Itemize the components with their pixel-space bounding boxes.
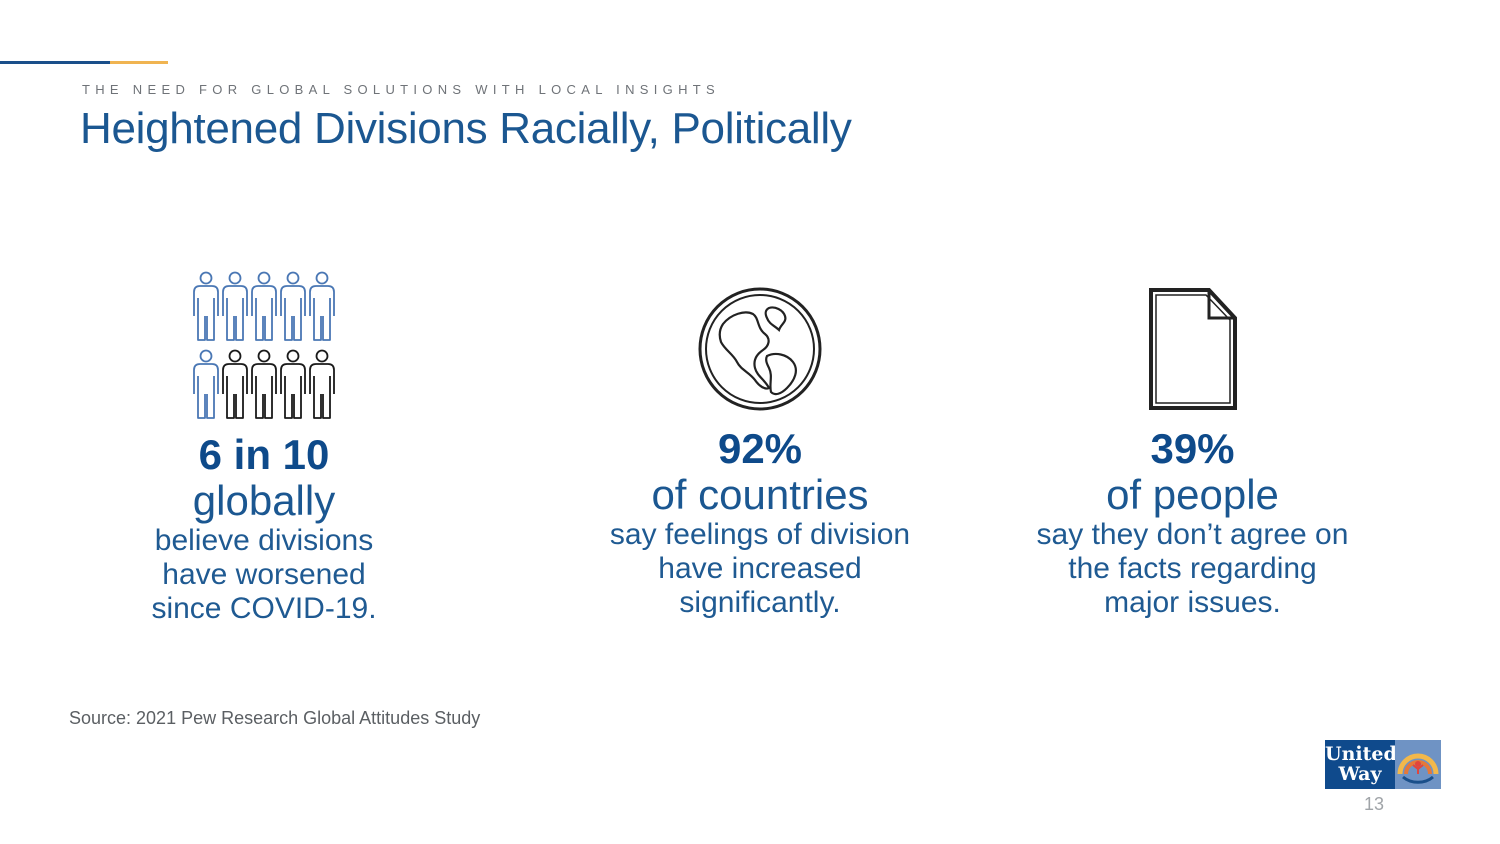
- logo-wordmark: United Way: [1325, 740, 1397, 789]
- document-icon: [1148, 288, 1237, 410]
- stat-1-line: believe divisions: [154, 524, 374, 557]
- stat-1-line: have worsened: [162, 558, 366, 591]
- stat-3-line: major issues.: [1104, 586, 1281, 619]
- stat-2-headline: 92%: [717, 425, 803, 472]
- source-citation: Source: 2021 Pew Research Global Attitud…: [69, 708, 481, 728]
- stat-2-line: say feelings of division: [609, 518, 911, 551]
- united-way-logo: United Way: [1325, 740, 1441, 789]
- person-figure: [222, 271, 248, 341]
- logo-line-2: Way: [1338, 763, 1382, 785]
- eyebrow-heading: THE NEED FOR GLOBAL SOLUTIONS WITH LOCAL…: [82, 82, 720, 97]
- rainbow-hand-icon: [1395, 740, 1441, 789]
- stat-1-line: since COVID-19.: [151, 592, 377, 625]
- page-title: Heightened Divisions Racially, Political…: [80, 104, 852, 153]
- person-figure: [251, 271, 277, 341]
- person-figure: [309, 271, 335, 341]
- stat-1-headline: 6 in 10: [198, 431, 330, 478]
- person-figure: [280, 271, 306, 341]
- person-figure: [309, 349, 335, 419]
- accent-line-gold: [110, 61, 168, 64]
- person-figure: [193, 349, 219, 419]
- person-figure: [193, 271, 219, 341]
- stat-card-3: 39% of people say they don’t agree on th…: [1020, 284, 1365, 620]
- stat-1-subhead: globally: [192, 477, 336, 524]
- stat-3-line: the facts regarding: [1068, 552, 1317, 585]
- people-grid-icon: [193, 271, 335, 419]
- globe-icon: [698, 287, 822, 411]
- stat-2-line: significantly.: [679, 586, 841, 619]
- stat-3-line: say they don’t agree on: [1036, 518, 1349, 551]
- stat-2-subhead: of countries: [651, 471, 869, 518]
- stat-3-headline: 39%: [1150, 425, 1235, 472]
- stat-card-2: 92% of countries say feelings of divisio…: [590, 284, 930, 620]
- stat-card-1: 6 in 10 globally believe divisions have …: [114, 270, 414, 626]
- logo-line-1: United: [1325, 743, 1397, 765]
- stat-2-line: have increased: [658, 552, 862, 585]
- accent-line-blue: [0, 61, 110, 64]
- page-number: 13: [1364, 794, 1385, 814]
- stat-3-subhead: of people: [1106, 471, 1279, 518]
- person-figure: [222, 349, 248, 419]
- person-figure: [280, 349, 306, 419]
- person-figure: [251, 349, 277, 419]
